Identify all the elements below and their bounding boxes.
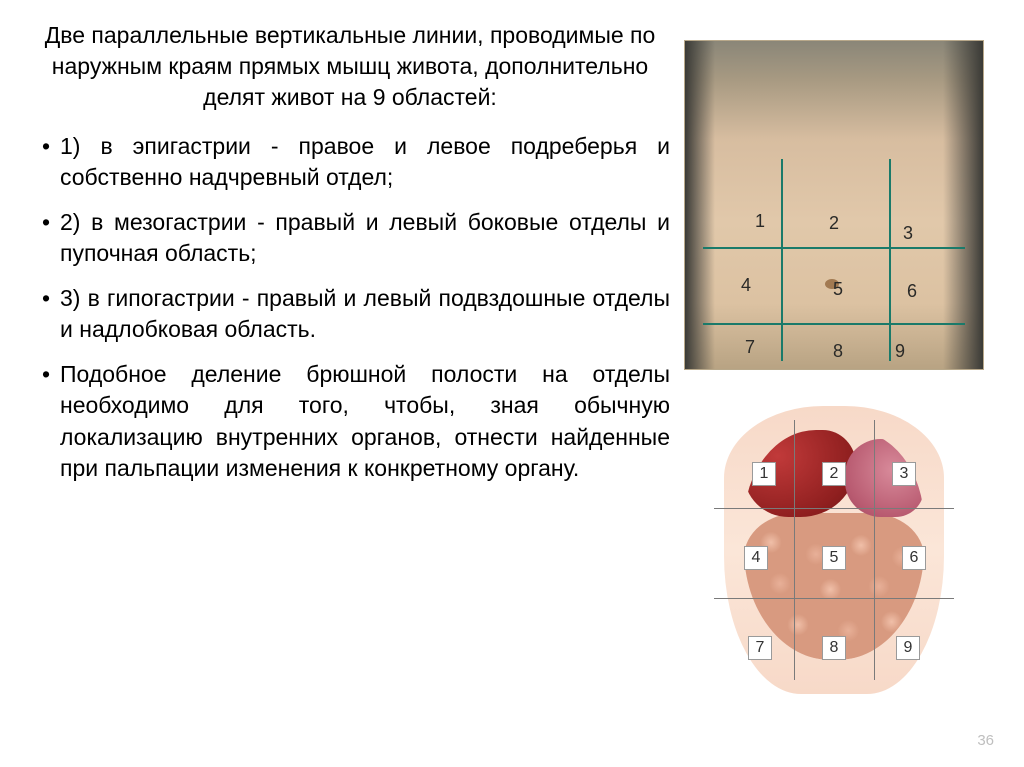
text-column: Две параллельные вертикальные линии, про…: [30, 20, 670, 498]
bullet-item: Подобное деление брюшной полости на отде…: [42, 359, 670, 483]
region-box: 2: [822, 462, 846, 486]
bullet-list: 1) в эпигастрии - правое и левое подребе…: [30, 131, 670, 483]
grid-line-vertical: [794, 420, 795, 680]
grid-line-horizontal: [703, 247, 965, 249]
region-label: 3: [903, 223, 913, 244]
photo-shadow-right: [943, 41, 983, 369]
slide-heading: Две параллельные вертикальные линии, про…: [30, 20, 670, 113]
abdomen-photo-diagram: 1 2 3 4 5 6 7 8 9: [684, 40, 984, 370]
region-label: 8: [833, 341, 843, 362]
bullet-item: 3) в гипогастрии - правый и левый подвзд…: [42, 283, 670, 345]
grid-line-vertical: [889, 159, 891, 361]
region-box: 5: [822, 546, 846, 570]
page-number: 36: [977, 732, 994, 749]
grid-line-vertical: [781, 159, 783, 361]
region-box: 8: [822, 636, 846, 660]
grid-line-vertical: [874, 420, 875, 680]
region-label: 7: [745, 337, 755, 358]
bullet-item: 1) в эпигастрии - правое и левое подребе…: [42, 131, 670, 193]
region-label: 4: [741, 275, 751, 296]
slide: Две параллельные вертикальные линии, про…: [0, 0, 1024, 767]
image-column: 1 2 3 4 5 6 7 8 9 1 2 3 4 5 6: [684, 20, 994, 700]
region-box: 7: [748, 636, 772, 660]
region-box: 4: [744, 546, 768, 570]
region-box: 9: [896, 636, 920, 660]
photo-shadow-left: [685, 41, 715, 369]
anatomical-diagram: 1 2 3 4 5 6 7 8 9: [704, 400, 964, 700]
grid-line-horizontal: [714, 508, 954, 509]
region-label: 6: [907, 281, 917, 302]
region-label: 5: [833, 279, 843, 300]
region-label: 9: [895, 341, 905, 362]
region-label: 2: [829, 213, 839, 234]
region-box: 1: [752, 462, 776, 486]
grid-line-horizontal: [714, 598, 954, 599]
grid-line-horizontal: [703, 323, 965, 325]
bullet-item: 2) в мезогастрии - правый и левый боковы…: [42, 207, 670, 269]
region-label: 1: [755, 211, 765, 232]
region-box: 6: [902, 546, 926, 570]
region-box: 3: [892, 462, 916, 486]
